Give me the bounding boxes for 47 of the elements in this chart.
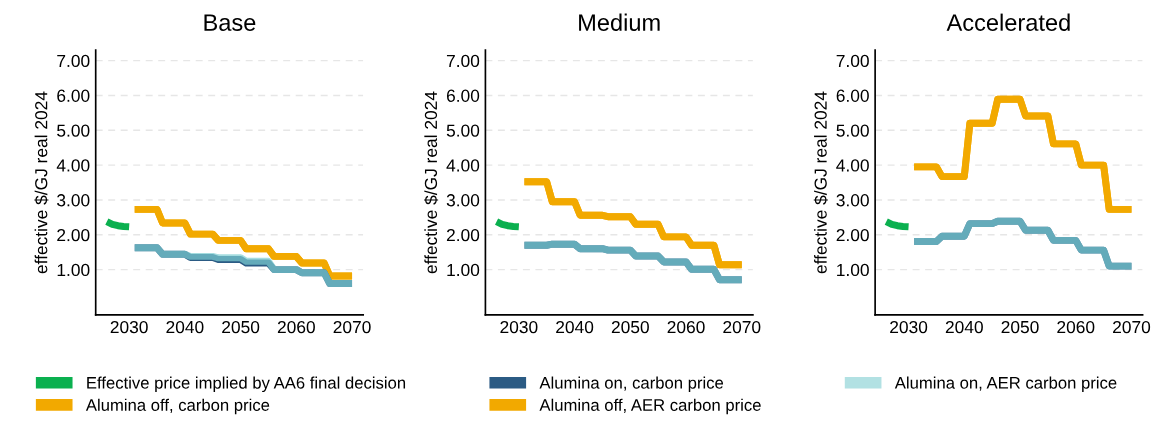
y-tick-label: 3.00 — [836, 194, 869, 207]
y-tick-label: 7.00 — [446, 54, 480, 68]
legend-label: Alumina on, AER carbon price — [894, 376, 1117, 393]
y-tick-label: 4.00 — [446, 159, 480, 172]
x-tick-label: 2050 — [222, 320, 260, 334]
x-tick-label: 2070 — [333, 320, 371, 334]
legend-label: Alumina off, AER carbon price — [539, 398, 761, 415]
y-tick-label: 5.00 — [57, 124, 90, 137]
x-tick-label: 2030 — [890, 320, 928, 334]
y-tick-label: 3.00 — [57, 194, 90, 207]
y-axis-title: effective $/GJ real 2024 — [813, 91, 828, 274]
y-tick-label: 4.00 — [836, 159, 869, 172]
chart-title: Medium — [579, 13, 660, 31]
x-tick-label: 2050 — [611, 320, 649, 334]
x-tick-label: 2070 — [723, 320, 761, 334]
y-tick-label: 1.00 — [837, 263, 869, 277]
x-tick-label: 2040 — [556, 320, 594, 334]
chart-title: Base — [204, 14, 256, 31]
y-tick-label: 6.00 — [57, 89, 90, 102]
y-tick-label: 1.00 — [57, 263, 90, 277]
x-tick-label: 2030 — [110, 320, 148, 334]
x-tick-label: 2060 — [277, 320, 315, 334]
y-tick-label: 3.00 — [446, 194, 480, 207]
y-axis-title: effective $/GJ real 2024 — [424, 91, 439, 274]
y-tick-label: 6.00 — [446, 89, 480, 102]
legend-label: Effective price implied by AA6 final decision — [87, 376, 406, 393]
y-tick-label: 7.00 — [57, 54, 90, 68]
y-tick-label: 4.00 — [56, 159, 90, 172]
legend-label: Alumina on, carbon price — [539, 376, 724, 393]
x-tick-label: 2050 — [1001, 320, 1039, 334]
x-tick-label: 2040 — [166, 320, 204, 334]
y-tick-label: 2.00 — [57, 228, 90, 242]
x-tick-label: 2030 — [500, 320, 538, 334]
y-tick-label: 5.00 — [836, 124, 869, 137]
y-tick-label: 7.00 — [836, 54, 869, 68]
x-tick-label: 2070 — [1113, 320, 1151, 334]
y-tick-label: 6.00 — [836, 89, 869, 102]
x-tick-label: 2060 — [1057, 320, 1095, 334]
y-tick-label: 5.00 — [446, 124, 480, 137]
y-tick-label: 2.00 — [836, 228, 869, 242]
y-axis-title: effective $/GJ real 2024 — [34, 91, 49, 274]
x-tick-label: 2060 — [667, 320, 705, 334]
y-tick-label: 1.00 — [447, 263, 480, 277]
chart-title: Accelerated — [946, 13, 1070, 31]
x-tick-label: 2040 — [945, 320, 983, 334]
legend-label: Alumina off, carbon price — [85, 398, 270, 415]
y-tick-label: 2.00 — [446, 228, 480, 242]
